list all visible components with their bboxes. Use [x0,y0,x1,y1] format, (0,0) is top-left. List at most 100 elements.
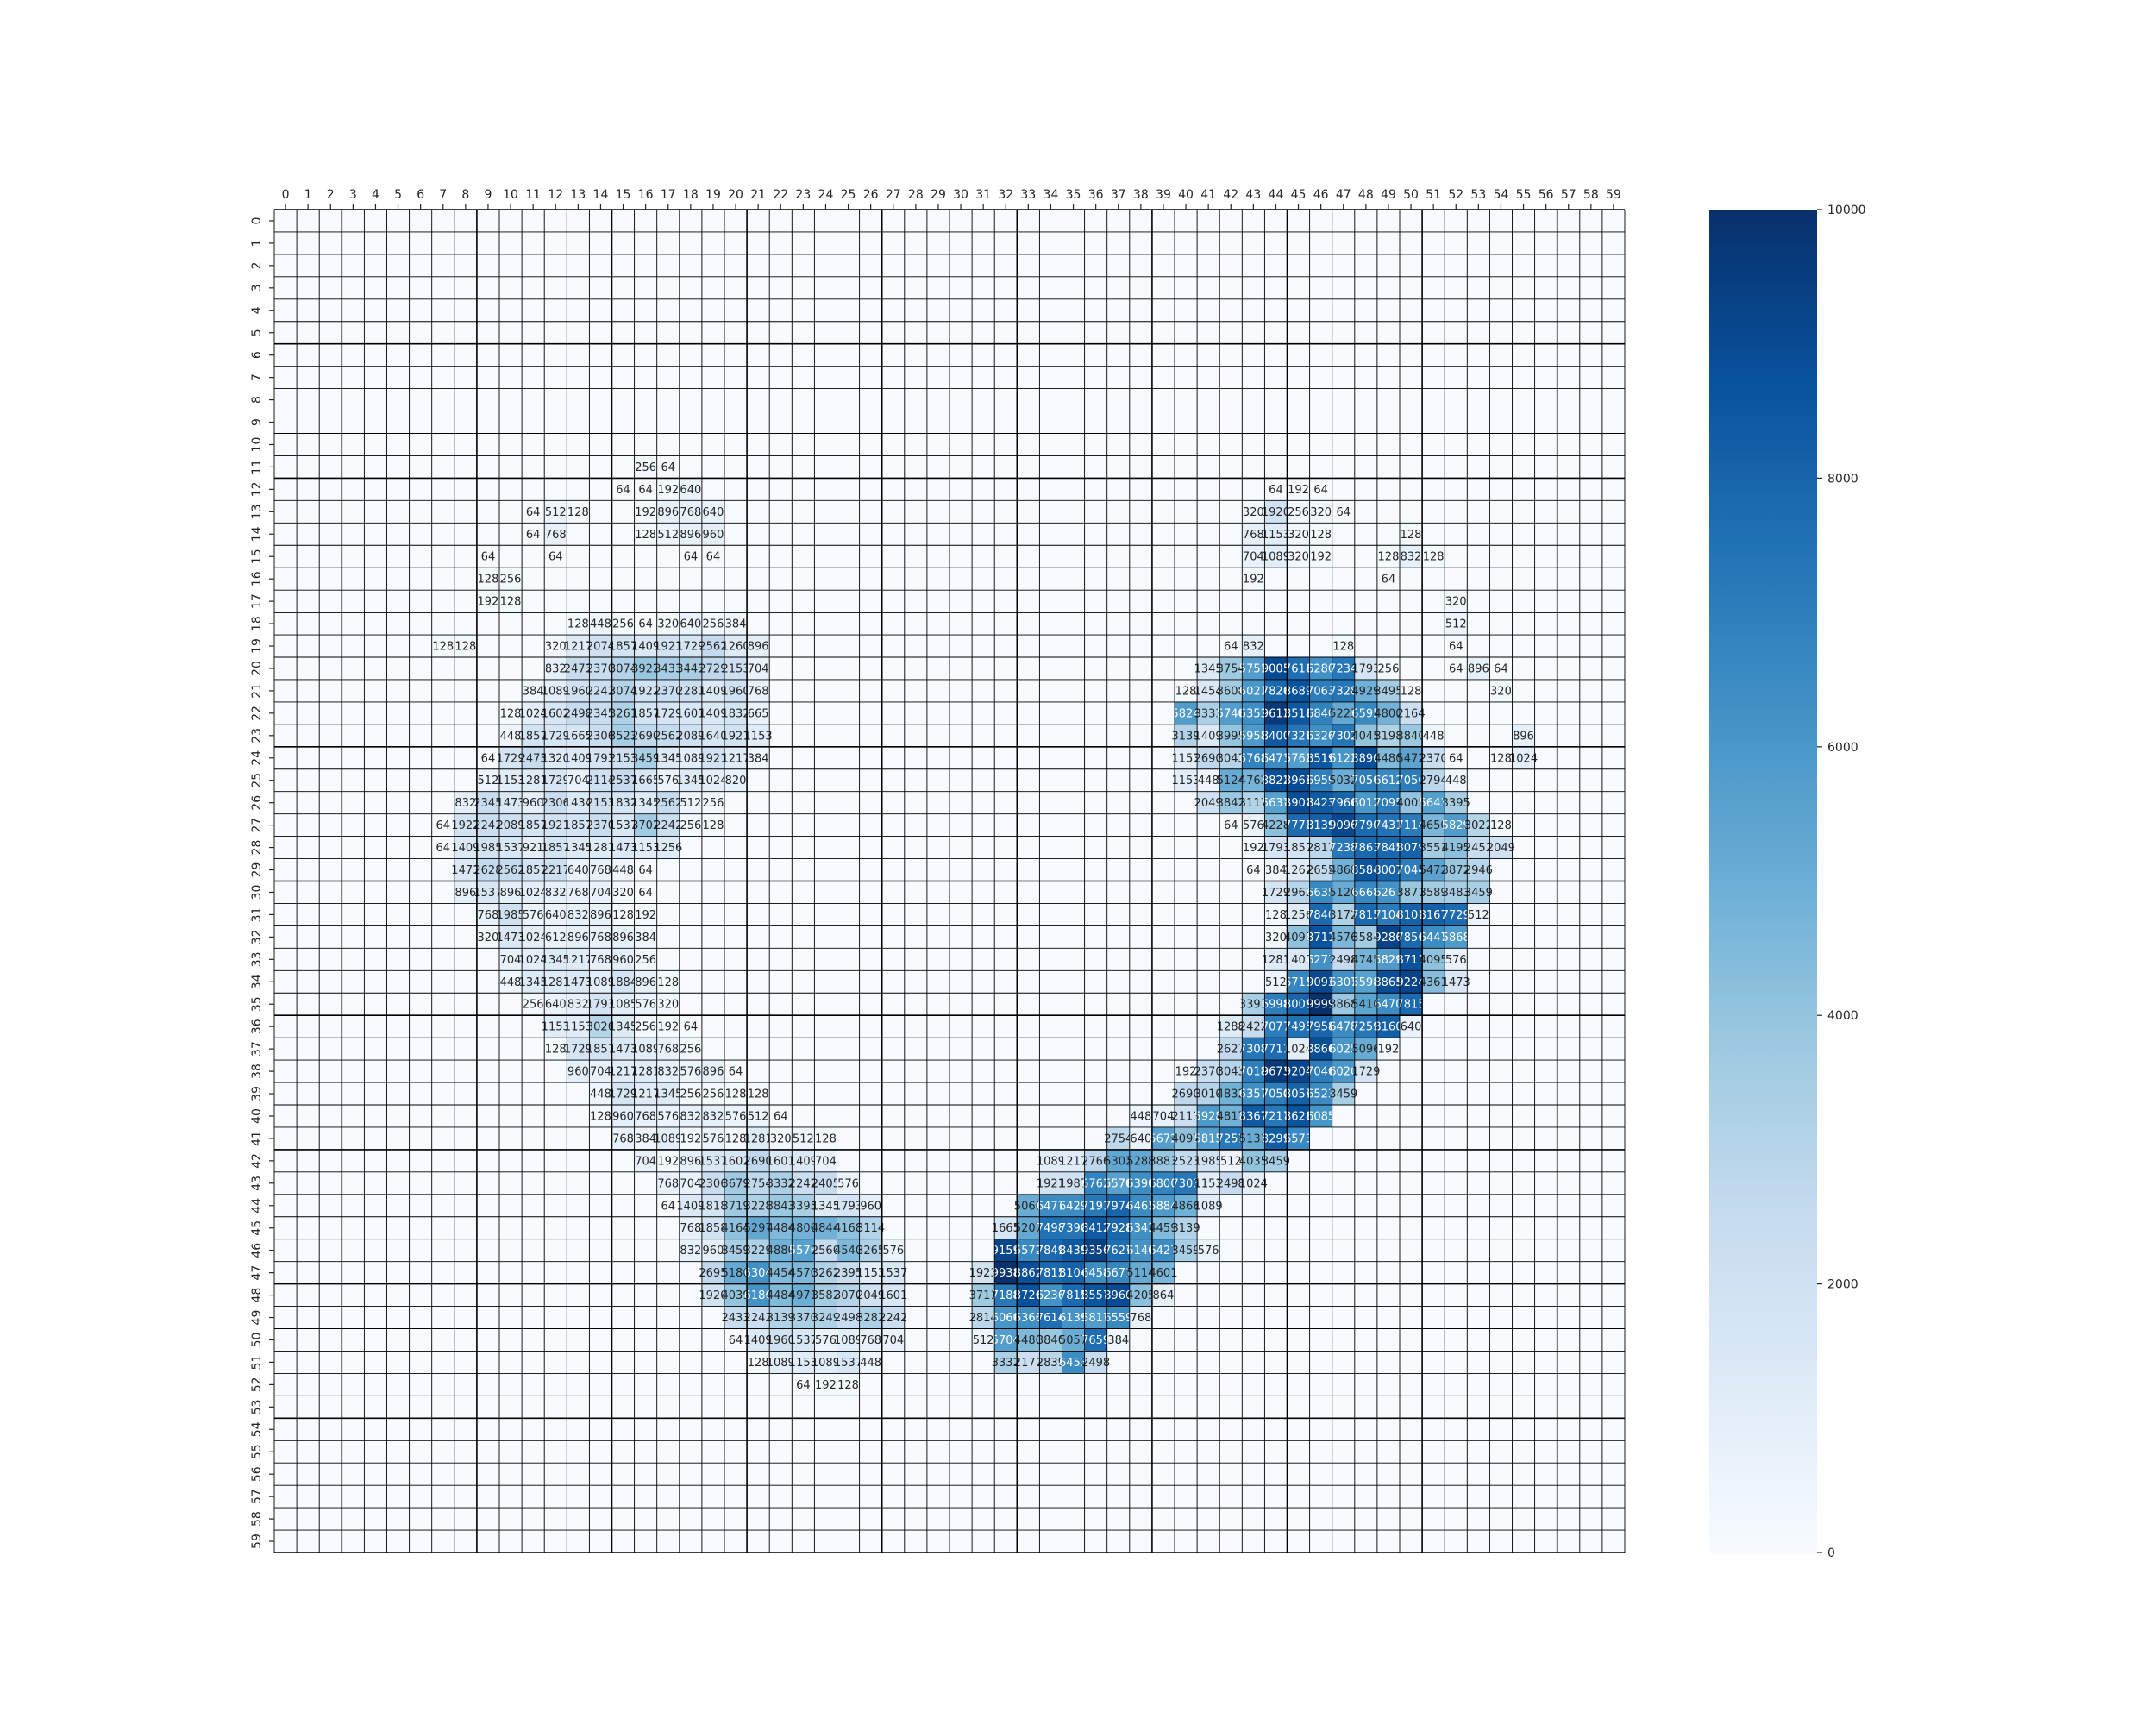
cell-value-label: 1281 [744,1132,773,1145]
heatmap-cell [1129,1126,1152,1150]
heatmap-cell [724,1306,748,1329]
heatmap-cell [1489,746,1513,769]
heatmap-cell [567,724,590,747]
heatmap-cell [792,1351,815,1374]
cell-value-label: 1473 [564,976,592,989]
cell-value-label: 5576 [789,1245,818,1258]
cell-value-label: 5302 [1104,1155,1132,1168]
heatmap-cell [1219,1171,1243,1195]
heatmap-cell [1332,746,1355,769]
cell-value-label: 1473 [1442,976,1470,989]
cell-value-label: 1818 [699,1200,727,1213]
heatmap-cell [1219,768,1243,792]
cell-value-label: 4205 [1126,1289,1155,1302]
y-tick-label: 41 [250,1131,264,1146]
heatmap-cell [1197,701,1220,724]
cell-value-label: 5472 [1397,752,1426,765]
cell-value-label: 1153 [789,1357,818,1370]
heatmap-cell [814,1373,837,1396]
heatmap-cell [1400,1015,1423,1038]
heatmap-cell [544,679,567,702]
cell-value-label: 2794 [1420,775,1448,787]
y-tick-label: 11 [250,460,264,475]
heatmap-cell [994,1216,1018,1239]
heatmap-cell [679,1082,702,1105]
cell-value-label: 2433 [722,1312,750,1325]
cell-value-label: 1217 [1059,1155,1087,1168]
heatmap-cell [656,1038,680,1061]
cell-value-label: 128 [1175,685,1197,698]
x-tick-label: 43 [1245,188,1261,202]
x-tick-label: 0 [282,188,290,202]
heatmap-cell [589,657,612,680]
heatmap-cell [656,1126,680,1150]
cell-value-label: 896 [748,641,769,654]
cell-value-label: 6800 [1149,1177,1177,1190]
cell-value-label: 7856 [1397,932,1426,944]
cell-value-label: 3393 [1239,999,1268,1012]
heatmap-cell [611,1060,635,1083]
cell-value-label: 896 [680,1155,701,1168]
cell-value-label: 1985 [473,842,502,855]
heatmap-cell [792,1373,815,1396]
x-tick-label: 6 [417,188,424,202]
cell-value-label: 1153 [564,1021,592,1034]
cell-value-label: 8557 [1081,1289,1110,1302]
heatmap-cell [1287,1105,1310,1127]
cell-value-label: 1085 [609,999,637,1012]
cell-value-label: 384 [748,752,769,765]
cell-value-label: 612 [545,932,567,944]
heatmap-cell [1332,1015,1355,1038]
heatmap-cell [1084,1149,1107,1172]
cell-value-label: 7044 [1397,864,1426,877]
cell-value-label: 64 [706,551,721,564]
heatmap-cell [522,881,545,904]
heatmap-cell [1332,635,1355,657]
cell-value-label: 7498 [1037,1222,1065,1235]
y-tick-label: 47 [250,1265,264,1281]
cell-value-label: 3198 [1374,730,1402,743]
cell-value-label: 3883 [1149,1155,1177,1168]
heatmap-cell [1354,724,1377,747]
cell-value-label: 1345 [609,1021,637,1034]
heatmap-cell [1197,657,1220,680]
heatmap-cell [656,1015,680,1038]
heatmap-cell [1129,1261,1152,1284]
cell-value-label: 1832 [609,797,637,810]
heatmap-cell [747,746,770,769]
heatmap-cell [679,1216,702,1239]
cell-value-label: 7431 [1374,819,1402,832]
y-tick-label: 13 [250,504,264,519]
heatmap-cell [881,1261,905,1284]
heatmap-cell [792,1194,815,1217]
cell-value-label: 896 [500,887,522,900]
heatmap-cell [544,768,567,792]
heatmap-cell [499,590,523,613]
heatmap-cell [1332,813,1355,837]
heatmap-cell [1129,1194,1152,1217]
heatmap-cell [1309,500,1332,524]
cell-value-label: 1409 [1194,730,1223,743]
cell-value-label: 64 [729,1334,743,1347]
cell-value-label: 2049 [856,1289,885,1302]
heatmap-cell [1422,903,1445,926]
cell-value-label: 256 [1378,662,1400,675]
heatmap-cell [1400,903,1423,926]
heatmap-cell [701,1060,724,1083]
heatmap-cell [1197,791,1220,814]
heatmap-cell [1309,1060,1332,1083]
cell-value-label: 832 [1401,551,1422,564]
cell-value-label: 640 [680,484,701,497]
cell-value-label: 6668 [1351,887,1380,900]
y-tick-label: 43 [250,1176,264,1191]
cell-value-label: 960 [567,1066,589,1079]
y-tick-label: 29 [250,862,264,878]
heatmap-cell [656,701,680,724]
heatmap-cell [1354,791,1377,814]
cell-value-label: 1793 [1262,842,1290,855]
y-tick-label: 17 [250,593,264,609]
cell-value-label: 640 [545,909,567,922]
heatmap-cell [1287,993,1310,1016]
x-tick-label: 54 [1494,188,1509,202]
cell-value-label: 7077 [1262,1021,1290,1034]
